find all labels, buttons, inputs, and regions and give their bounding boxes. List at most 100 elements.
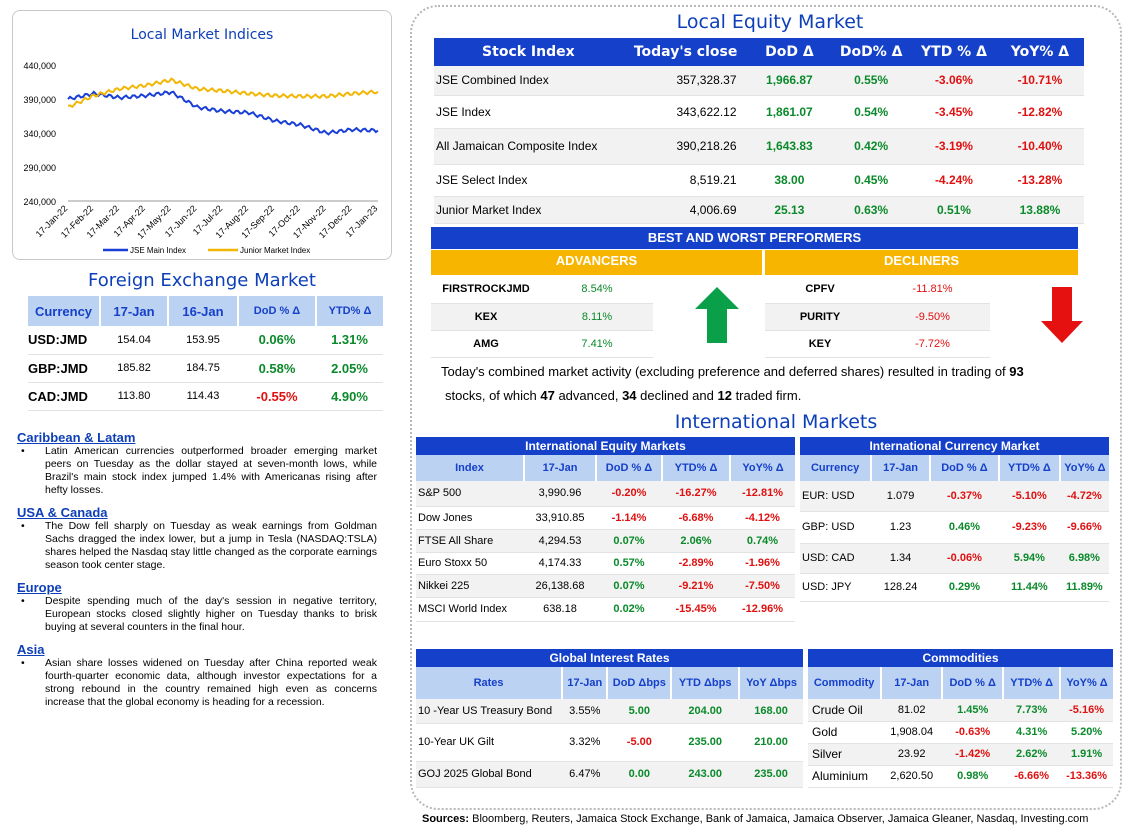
decliners-ticker: PURITY (765, 303, 875, 331)
equity-name: MSCI World Index (416, 597, 524, 622)
advancers-row: FIRSTROCKJMD 8.54% (431, 276, 653, 304)
decliners-label: DECLINERS (765, 250, 1078, 275)
fx-header-currency: Currency (28, 296, 100, 326)
commodities-name: Crude Oil (808, 699, 882, 722)
rates-change: -5.00 (607, 723, 672, 762)
currency-name: EUR: USD (800, 481, 872, 512)
advancers-change: 8.54% (541, 276, 653, 304)
index-change: -3.06% (912, 66, 996, 96)
equity-row: FTSE All Share 4,294.53 0.07% 2.06% 0.74% (416, 529, 795, 553)
equity-change: -2.89% (662, 552, 730, 575)
equity-change: -12.81% (730, 481, 795, 507)
international-title: International Markets (674, 411, 878, 433)
rates-name: 10-Year UK Gilt (416, 723, 563, 762)
fx-dod: -0.55% (238, 382, 316, 411)
index-name: All Jamaican Composite Index (434, 128, 623, 165)
index-change: 0.55% (830, 66, 913, 96)
fx-16jan: 153.95 (168, 326, 238, 355)
intl-currency-table: Currency 17-Jan DoD % Δ YTD% Δ YoY% Δ EUR: U… (800, 455, 1109, 602)
index-close: 357,328.37 (622, 66, 749, 96)
rates-table: Rates 17-Jan DoD Δbps YTD Δbps YoY Δbps 10 -… (416, 667, 803, 788)
equity-header: DoD % Δ (595, 455, 662, 481)
equity-change: -12.96% (730, 597, 795, 622)
commodities-title: Commodities (808, 649, 1113, 667)
fx-currency: CAD:JMD (28, 382, 100, 411)
down-arrow-icon (1041, 287, 1083, 343)
equity-change: 2.06% (662, 529, 730, 553)
currency-name: USD: JPY (800, 573, 872, 602)
commodities-change: 4.31% (1003, 721, 1061, 744)
commodities-value: 81.02 (881, 699, 943, 722)
advancers-ticker: FIRSTROCKJMD (431, 276, 541, 304)
fx-17jan: 185.82 (100, 354, 168, 383)
currency-change: 5.94% (999, 543, 1060, 574)
rates-title: Global Interest Rates (416, 649, 803, 667)
fx-header-16jan: 16-Jan (167, 296, 238, 326)
commodities-name: Gold (808, 721, 882, 744)
rates-header: DoD Δbps (606, 667, 672, 699)
currency-value: 1.23 (871, 511, 930, 544)
rates-name: GOJ 2025 Global Bond (416, 761, 563, 788)
up-arrow-icon (695, 287, 739, 343)
commodities-header: 17-Jan (880, 667, 943, 699)
currency-header: DoD % Δ (928, 455, 999, 481)
fx-header-ytd: YTD% Δ (315, 296, 383, 326)
summary-firm-text: traded firm. (731, 388, 802, 403)
currency-change: 6.98% (1059, 543, 1109, 574)
equity-row: Dow Jones 33,910.85 -1.14% -6.68% -4.12% (416, 506, 795, 530)
fx-table: Currency 17-Jan 16-Jan DoD % Δ YTD% Δ US… (28, 296, 383, 411)
news-heading: USA & Canada (17, 505, 108, 520)
performers-title: BEST AND WORST PERFORMERS (431, 227, 1078, 249)
local-equity-row: JSE Select Index 8,519.21 38.00 0.45% -4.24%… (434, 164, 1084, 197)
equity-name: S&P 500 (416, 481, 524, 507)
y-tick-label: 240,000 (23, 197, 56, 207)
decliners-change: -11.81% (875, 276, 990, 304)
commodities-change: -0.63% (942, 721, 1004, 744)
commodities-header: Commodity (808, 667, 882, 699)
summary-declined: 34 (622, 388, 637, 403)
local-equity-header: YTD % Δ (912, 38, 996, 66)
right-panel-border (410, 5, 1122, 810)
news-section: Caribbean & LatamLatin American currenci… (17, 430, 377, 709)
index-change: 0.54% (830, 95, 913, 129)
equity-change: -4.12% (730, 506, 795, 530)
index-close: 8,519.21 (622, 164, 749, 197)
commodities-change: 1.91% (1060, 743, 1113, 766)
rates-value: 6.47% (562, 761, 608, 788)
local-equity-row: Junior Market Index 4,006.69 25.13 0.63% 0.5… (434, 196, 1084, 224)
fx-currency: USD:JMD (28, 326, 100, 355)
fx-currency: GBP:JMD (28, 354, 100, 383)
index-name: Junior Market Index (434, 196, 623, 224)
index-close: 4,006.69 (622, 196, 749, 224)
y-tick-label: 340,000 (23, 129, 56, 139)
commodities-value: 1,908.04 (881, 721, 943, 744)
equity-row: Nikkei 225 26,138.68 0.07% -9.21% -7.50% (416, 574, 795, 598)
news-text: Despite spending much of the day's sessi… (17, 595, 377, 634)
summary-line2: stocks, of which (445, 388, 541, 403)
fx-row: USD:JMD 154.04 153.95 0.06% 1.31% (28, 326, 383, 355)
index-name: JSE Select Index (434, 164, 623, 197)
equity-change: 0.07% (596, 529, 662, 553)
index-change: -12.82% (995, 95, 1084, 129)
index-change: 25.13 (748, 196, 831, 224)
index-name: JSE Index (434, 95, 623, 129)
equity-value: 26,138.68 (524, 574, 596, 598)
currency-row: GBP: USD 1.23 0.46% -9.23% -9.66% (800, 511, 1109, 544)
fx-16jan: 114.43 (168, 382, 238, 411)
equity-change: -1.96% (730, 552, 795, 575)
summary-firm: 12 (717, 388, 732, 403)
news-heading: Europe (17, 580, 62, 595)
rates-change: 210.00 (739, 723, 803, 762)
decliners-ticker: CPFV (765, 276, 875, 304)
equity-change: -9.21% (662, 574, 730, 598)
fx-ytd: 4.90% (316, 382, 383, 411)
currency-header: 17-Jan (870, 455, 930, 481)
index-change: 1,861.07 (748, 95, 831, 129)
equity-change: 0.74% (730, 529, 795, 553)
commodities-value: 2,620.50 (881, 765, 943, 788)
commodities-header: DoD % Δ (941, 667, 1004, 699)
equity-header: YoY% Δ (729, 455, 795, 481)
equity-name: FTSE All Share (416, 529, 524, 553)
equity-name: Dow Jones (416, 506, 524, 530)
equity-name: Euro Stoxx 50 (416, 552, 524, 575)
